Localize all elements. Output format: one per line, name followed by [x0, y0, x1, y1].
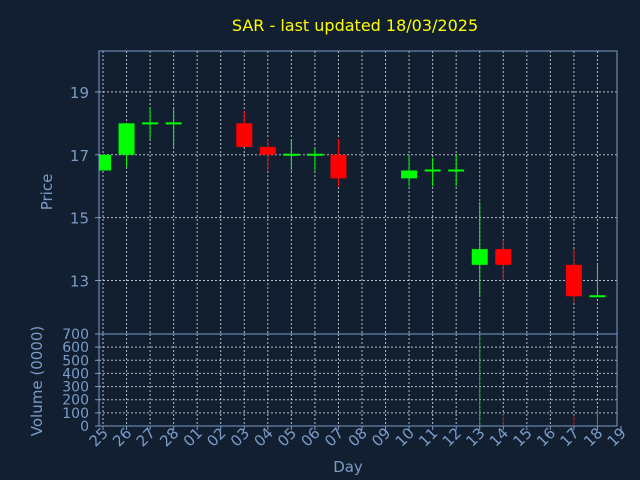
- candlestick-series: [99, 107, 606, 303]
- x-tick-label: 26: [109, 424, 135, 450]
- price-axis-label: Price: [38, 174, 56, 211]
- candle-body: [118, 123, 135, 155]
- candle: [142, 107, 159, 140]
- x-tick-label: 28: [156, 424, 182, 450]
- x-tick-label: 18: [580, 424, 606, 450]
- candle-body: [471, 249, 488, 265]
- x-tick-label: 19: [604, 424, 630, 450]
- x-tick-label: 03: [227, 424, 253, 450]
- candle-body: [259, 146, 276, 155]
- price-tick-label: 19: [70, 84, 89, 102]
- x-tick-label: 01: [180, 424, 206, 450]
- price-tick-label: 17: [70, 147, 89, 165]
- candle: [495, 239, 512, 281]
- x-tick-label: 06: [298, 424, 324, 450]
- volume-tick-label: 100: [62, 406, 89, 422]
- candle: [165, 109, 182, 147]
- x-tick-label: 11: [415, 424, 441, 450]
- volume-tick-label: 0: [80, 419, 89, 435]
- volume-tick-label: 500: [62, 353, 89, 369]
- candle: [259, 139, 276, 171]
- volume-tick-label: 200: [62, 393, 89, 409]
- x-tick-label: 25: [86, 424, 112, 450]
- price-tick-labels: 13 15 17 19: [70, 84, 99, 291]
- volume-plot-frame: [98, 333, 618, 427]
- candle-body: [495, 249, 512, 265]
- candle: [424, 157, 441, 187]
- candle: [401, 154, 418, 187]
- x-tick-label: 17: [557, 424, 583, 450]
- volume-gridlines: [99, 333, 617, 427]
- volume-tick-label: 300: [62, 380, 89, 396]
- candle-body: [236, 123, 253, 147]
- x-tick-label: 08: [345, 424, 371, 450]
- x-tick-labels: 2526272801020304050607080910111213141516…: [86, 424, 630, 450]
- candle-body: [401, 170, 418, 179]
- x-axis-label: Day: [333, 458, 363, 476]
- x-tick-label: 16: [533, 424, 559, 450]
- volume-tick-label: 600: [62, 340, 89, 356]
- candle: [448, 154, 465, 187]
- chart-title: SAR - last updated 18/03/2025: [232, 16, 478, 35]
- volume-tick-label: 400: [62, 366, 89, 382]
- volume-axis-label: Volume (0000): [28, 326, 46, 436]
- candle-body: [330, 154, 347, 179]
- candle: [306, 148, 323, 171]
- x-tick-label: 13: [462, 424, 488, 450]
- x-tick-label: 14: [486, 424, 512, 450]
- candle: [589, 264, 606, 298]
- candle: [330, 139, 347, 187]
- price-plot-frame: [98, 50, 618, 335]
- price-tick-label: 13: [70, 273, 89, 291]
- x-tick-label: 07: [321, 424, 347, 450]
- x-tick-label: 02: [203, 424, 229, 450]
- candle: [236, 110, 253, 147]
- x-tick-label: 05: [274, 424, 300, 450]
- x-tick-label: 12: [439, 424, 465, 450]
- candle: [565, 249, 582, 303]
- candle: [99, 154, 111, 171]
- x-tick-label: 27: [133, 424, 159, 450]
- x-tick-label: 10: [392, 424, 418, 450]
- price-gridlines: [99, 51, 617, 334]
- x-tick-label: 15: [509, 424, 535, 450]
- candle: [283, 139, 300, 171]
- volume-tick-label: 700: [62, 327, 89, 343]
- volume-series: [102, 334, 598, 426]
- x-tick-label: 04: [250, 424, 276, 450]
- candle-body: [99, 154, 111, 171]
- candle: [471, 201, 488, 297]
- x-tick-label: 09: [368, 424, 394, 450]
- candle: [118, 123, 135, 168]
- candle-body: [565, 264, 582, 297]
- price-tick-label: 15: [70, 210, 89, 228]
